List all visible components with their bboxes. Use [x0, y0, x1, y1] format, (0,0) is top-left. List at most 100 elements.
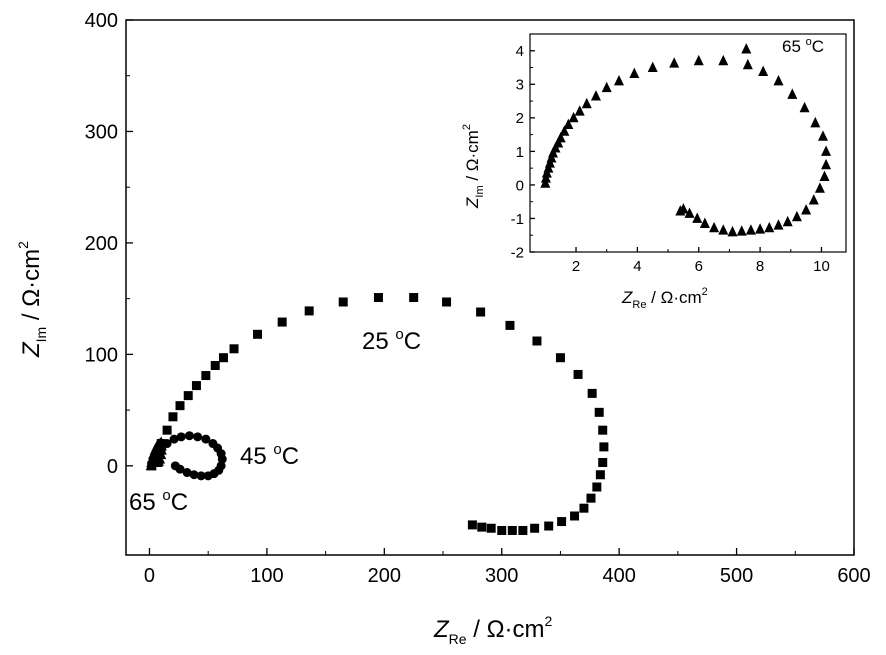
inset-triangle-marker [647, 61, 658, 72]
inset-triangle-marker [709, 221, 720, 233]
main-square-marker [587, 388, 597, 398]
inset-axis-labels: 2 4 6 8 10 -2 -1 0 1 2 3 4 [511, 43, 830, 275]
main-square-marker [595, 470, 605, 480]
main-data-marks [145, 293, 609, 535]
annotation-65c: 65 oC [129, 487, 188, 516]
main-square-marker [210, 361, 220, 371]
inset-triangle-marker [799, 101, 810, 113]
inset-triangle-marker [555, 132, 566, 143]
inset-triangle-marker [782, 215, 793, 227]
main-triangle-marker [156, 444, 167, 455]
inset-triangle-marker [764, 221, 775, 233]
main-y-axis-title: ZIm / Ω·cm2 [15, 241, 49, 358]
inset-triangle-marker [741, 43, 752, 54]
inset-triangle-marker [684, 207, 695, 218]
inset-triangle-marker [787, 88, 798, 99]
inset-annotation-65c: 65 oC [782, 36, 824, 56]
main-circle-marker [196, 471, 206, 481]
main-x-tick-label: 400 [602, 565, 635, 587]
main-x-tick-label: 600 [837, 565, 870, 587]
main-circle-marker [169, 434, 179, 444]
inset-triangle-marker [745, 224, 756, 235]
inset-triangle-marker [559, 125, 570, 136]
inset-triangle-marker [755, 223, 766, 234]
inset-y-tick-label: 3 [516, 77, 524, 94]
inset-y-tick-label: 0 [516, 177, 524, 194]
inset-triangle-marker [821, 145, 832, 156]
inset-data-marks [540, 43, 832, 237]
main-x-tick-label: 100 [250, 565, 283, 587]
inset-x-axis-title: ZRe / Ω·cm2 [621, 286, 708, 311]
main-axis-ticks [126, 19, 855, 555]
main-square-marker [505, 320, 515, 330]
annotation-45c: 45 oC [240, 441, 299, 470]
inset-triangle-marker [581, 97, 592, 109]
main-circle-marker [217, 454, 227, 464]
inset-triangle-marker [692, 212, 703, 223]
main-circle-marker [176, 432, 186, 442]
main-square-marker [409, 293, 419, 303]
main-circle-marker [170, 461, 180, 471]
main-x-tick-label: 200 [368, 565, 401, 587]
main-square-marker [476, 307, 486, 317]
main-square-marker [477, 522, 487, 532]
main-y-tick-label: 100 [85, 345, 118, 367]
main-square-marker [598, 457, 608, 467]
main-x-tick-label: 0 [144, 565, 155, 587]
inset-x-tick-label: 4 [633, 258, 641, 275]
inset-triangle-marker [718, 54, 729, 66]
inset-triangle-marker [736, 225, 747, 236]
main-x-tick-label: 300 [485, 565, 518, 587]
main-square-marker [191, 381, 201, 391]
main-x-tick-label: 500 [720, 565, 753, 587]
inset-y-axis-title: ZIm / Ω·cm2 [461, 124, 486, 209]
main-square-marker [579, 503, 589, 513]
main-square-marker [573, 369, 583, 379]
main-y-tick-label: 0 [107, 456, 118, 478]
inset-triangle-marker [773, 75, 784, 86]
main-circle-marker [201, 434, 211, 444]
inset-y-tick-label: -1 [511, 211, 524, 228]
main-square-marker [530, 523, 540, 533]
main-square-marker [570, 511, 580, 521]
inset-x-tick-label: 10 [813, 258, 830, 275]
main-square-marker [442, 297, 452, 307]
inset-triangle-marker [808, 194, 819, 205]
inset-x-tick-label: 2 [572, 258, 580, 275]
inset-triangle-marker [669, 57, 680, 68]
main-square-marker [467, 520, 477, 530]
main-square-marker [555, 353, 565, 363]
main-square-marker [162, 425, 172, 435]
inset-triangle-marker [590, 90, 601, 101]
main-circle-marker [203, 471, 213, 481]
main-square-marker [544, 521, 554, 531]
main-x-axis-title: ZRe / Ω·cm2 [433, 613, 553, 647]
main-square-marker [201, 371, 211, 381]
main-square-marker [599, 442, 609, 452]
inset-triangle-marker [675, 205, 686, 216]
inset-triangle-marker [601, 81, 612, 93]
main-y-tick-label: 300 [85, 122, 118, 144]
main-y-tick-label: 200 [85, 233, 118, 255]
main-square-marker [218, 353, 228, 363]
main-square-marker [373, 293, 383, 303]
inset-triangle-marker [742, 58, 753, 70]
main-square-marker [277, 317, 287, 327]
main-square-marker [586, 493, 596, 503]
inset-triangle-marker [791, 210, 802, 222]
inset-y-tick-label: 4 [516, 43, 524, 60]
inset-triangle-marker [693, 54, 704, 66]
inset-y-tick-label: -2 [511, 244, 524, 261]
main-square-marker [168, 412, 178, 422]
main-square-marker [594, 407, 604, 417]
main-square-marker [338, 297, 348, 307]
main-square-marker [592, 482, 602, 492]
inset-x-tick-label: 8 [756, 258, 764, 275]
main-square-marker [304, 306, 314, 316]
inset-triangle-marker [821, 158, 832, 170]
main-square-marker [532, 336, 542, 346]
main-square-marker [518, 525, 528, 535]
inset-triangle-marker [819, 170, 830, 181]
